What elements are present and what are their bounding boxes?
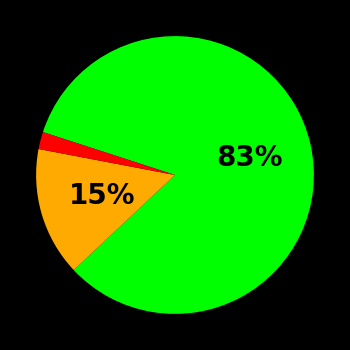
Wedge shape [38, 132, 175, 175]
Text: 15%: 15% [68, 182, 135, 210]
Wedge shape [43, 36, 314, 314]
Text: 83%: 83% [216, 144, 283, 172]
Wedge shape [36, 149, 175, 270]
